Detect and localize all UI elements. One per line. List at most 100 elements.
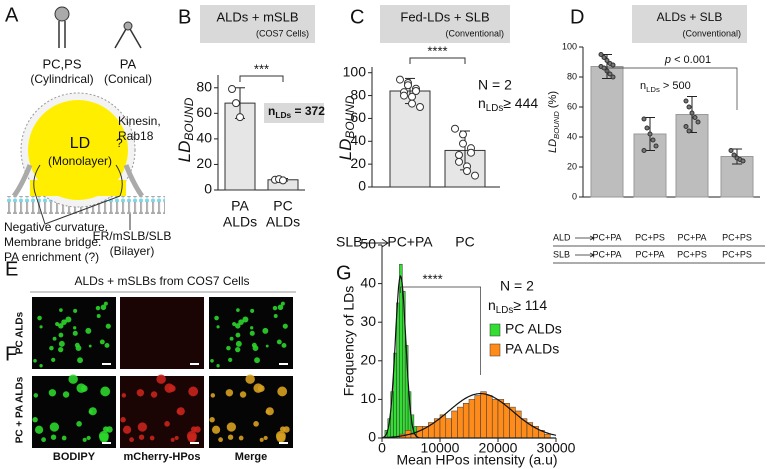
image-spot [216,364,220,368]
y-tick-label: 20 [350,155,366,171]
image-spot [282,323,288,329]
pointer [44,195,121,225]
image-spot [214,315,219,321]
membrane-label: ER/mSLB/SLB [93,229,172,243]
legend-swatch [489,323,501,337]
image-spot [277,386,288,397]
note: nLDs≥ 444 [478,95,538,114]
y-tick-label: 40 [567,131,577,141]
image-spot [49,422,60,432]
legend-swatch [489,343,501,357]
image-spot [73,308,78,313]
image-spot [61,319,67,325]
y-tick-label: 40 [350,132,366,148]
row-label: PC + PA ALDs [15,376,26,443]
ld-sub: (Monolayer) [48,154,112,168]
note-part: > 500 [660,80,691,92]
image-spot [194,426,201,433]
image-spot [136,389,145,397]
image-spot [100,386,111,397]
image-spot [106,426,113,433]
image-spot [254,357,260,364]
image-spot [227,434,234,440]
image-spot [242,316,249,323]
data-point [686,128,692,134]
image-spot [39,364,43,368]
histogram-bar [491,399,499,439]
chart-subtitle: (COS7 Cells) [256,28,309,38]
y-tick-label: 100 [343,63,367,79]
y-tick-label: 100 [562,41,577,51]
image-spot [211,425,221,434]
row-cell: PC+PA [677,232,706,242]
significance: **** [422,271,442,286]
note: PA enrichment (?) [4,250,99,264]
image-spot [76,421,82,427]
lipid-shape: (Cylindrical) [30,72,93,86]
lipid-tail [129,28,142,49]
data-point [455,157,463,166]
image-spot [51,357,56,362]
note-sub: LDs [275,110,291,120]
note: nLDs≥ 114 [488,297,547,316]
image-spot [73,326,77,330]
note: Negative curvature. [4,220,108,234]
y-tick-label: 20 [567,161,577,171]
image-spot [85,327,92,334]
data-point [396,75,404,84]
image-spot [49,345,54,351]
image-spot [281,342,287,348]
image-spot [32,417,38,423]
panel-letter: F [5,343,17,365]
significance-bracket [409,57,466,64]
x-tick-label: PC [273,198,292,214]
image-spot [259,437,264,442]
membrane-bridge [11,164,145,198]
histogram-bar [396,302,400,439]
data-point [683,124,689,129]
y-tick-label: 80 [350,86,366,102]
image-spot [129,437,134,443]
panel-letter: C [350,6,364,28]
y-label-main: LD [547,139,559,153]
data-point [728,148,734,153]
y-label-main: LD [175,141,194,163]
image-spot [273,313,278,318]
x-axis-label: Mean HPos intensity (a.u) [396,452,557,468]
y-tick-label: 0 [358,178,366,194]
image-spot [149,435,155,441]
column-label: BODIPY [53,451,96,463]
data-point [683,98,689,104]
image-spot [253,383,264,393]
data-point [232,99,240,108]
image-spot [33,358,37,363]
data-point [412,87,420,95]
data-point [607,71,613,77]
lipid-droplet-base [30,180,126,196]
lipid-label: PC,PS [42,56,81,71]
image-spot [61,435,67,441]
y-tick-label: 50 [360,236,376,252]
image-spot [210,393,216,398]
title-box [632,5,747,43]
histogram-bar [457,406,464,439]
image-spot [105,323,111,329]
data-point [650,137,656,143]
histogram-bar [445,418,452,439]
image-spot [228,357,233,362]
image-spot [229,336,234,341]
note-part: n [478,95,486,111]
chart-subtitle: (Conventional) [445,28,504,38]
column-label: Merge [235,451,267,463]
image-spot [37,315,42,321]
y-tick-label: 60 [196,104,212,120]
image-spot [218,437,223,443]
significance-bracket [400,286,481,375]
note: nLDs > 500 [640,80,691,94]
image-spot [250,308,255,313]
image-spot [170,437,175,442]
significance: p < 0.001 [664,54,711,66]
row-label: ALD [553,232,571,242]
data-point [601,65,607,71]
row-cell: PC+PA [592,249,621,259]
